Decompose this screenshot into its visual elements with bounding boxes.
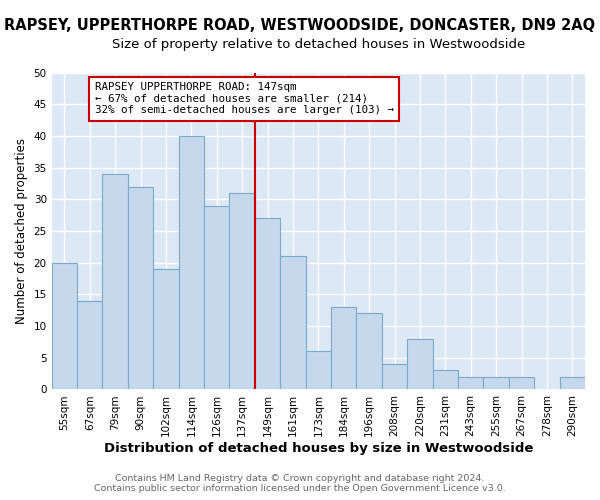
Bar [407,338,433,390]
Y-axis label: Number of detached properties: Number of detached properties [15,138,28,324]
Bar [382,364,407,390]
X-axis label: Distribution of detached houses by size in Westwoodside: Distribution of detached houses by size … [104,442,533,455]
Bar [305,352,331,390]
Bar [331,307,356,390]
Title: Size of property relative to detached houses in Westwoodside: Size of property relative to detached ho… [112,38,525,51]
Bar [128,186,153,390]
Text: Contains HM Land Registry data © Crown copyright and database right 2024.: Contains HM Land Registry data © Crown c… [115,474,485,483]
Bar [356,314,382,390]
Bar [229,193,255,390]
Bar [52,262,77,390]
Bar [433,370,458,390]
Bar [77,300,103,390]
Bar [103,174,128,390]
Bar [484,377,509,390]
Bar [509,377,534,390]
Bar [179,136,204,390]
Bar [280,256,305,390]
Text: Contains public sector information licensed under the Open Government Licence v3: Contains public sector information licen… [94,484,506,493]
Bar [560,377,585,390]
Text: RAPSEY, UPPERTHORPE ROAD, WESTWOODSIDE, DONCASTER, DN9 2AQ: RAPSEY, UPPERTHORPE ROAD, WESTWOODSIDE, … [4,18,596,32]
Bar [255,218,280,390]
Bar [204,206,229,390]
Bar [153,269,179,390]
Bar [458,377,484,390]
Text: RAPSEY UPPERTHORPE ROAD: 147sqm
← 67% of detached houses are smaller (214)
32% o: RAPSEY UPPERTHORPE ROAD: 147sqm ← 67% of… [95,82,394,115]
